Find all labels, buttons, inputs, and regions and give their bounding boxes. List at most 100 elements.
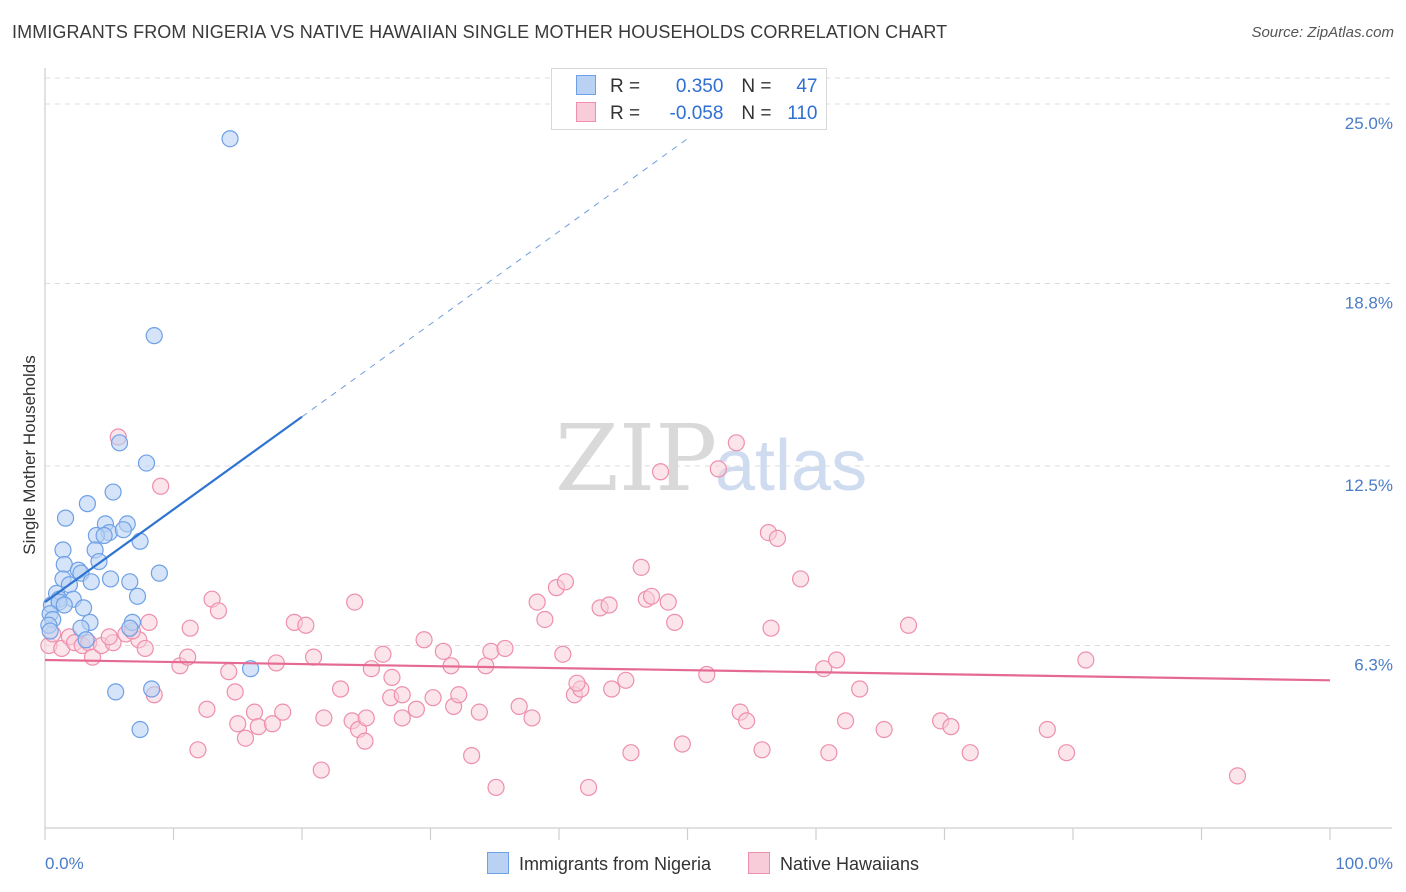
data-point-native-hawaiians [642, 587, 661, 605]
data-point-native-hawaiians [528, 593, 546, 611]
data-point-native-hawaiians [673, 735, 691, 753]
data-point-native-hawaiians [600, 596, 618, 614]
legend-swatch-blue [486, 852, 509, 874]
data-point-native-hawaiians [220, 663, 238, 681]
data-point-immigrants-from-nigeria [41, 622, 59, 640]
data-point-native-hawaiians [510, 697, 528, 715]
legend-row-hawaiians: R = -0.058 N = 110 [576, 102, 818, 128]
legend-item-hawaiians[interactable]: Native Hawaiians [748, 852, 919, 875]
data-point-immigrants-from-nigeria [54, 541, 72, 559]
data-point-native-hawaiians [374, 645, 392, 663]
axes [44, 68, 1392, 840]
data-point-immigrants-from-nigeria [74, 599, 93, 617]
legend-r-value: 0.350 [675, 76, 724, 97]
data-point-native-hawaiians [331, 680, 350, 698]
data-point-immigrants-from-nigeria [107, 683, 125, 701]
data-point-native-hawaiians [651, 463, 670, 481]
data-point-native-hawaiians [393, 709, 411, 727]
y-tick-label: 12.5% [1345, 476, 1393, 495]
data-point-native-hawaiians [304, 648, 323, 666]
data-point-native-hawaiians [434, 642, 452, 660]
data-point-native-hawaiians [482, 642, 500, 660]
data-point-native-hawaiians [198, 700, 216, 718]
data-point-native-hawaiians [698, 665, 716, 684]
trend-lines [44, 138, 1331, 682]
series-immigrants-from-nigeria [40, 130, 260, 739]
data-point-immigrants-from-nigeria [114, 521, 132, 539]
data-point-native-hawaiians [383, 668, 401, 687]
data-point-native-hawaiians [136, 639, 154, 658]
data-point-immigrants-from-nigeria [121, 619, 139, 637]
data-point-native-hawaiians [536, 610, 554, 629]
data-point-native-hawaiians [487, 778, 505, 797]
legend-r-label: R = [610, 103, 641, 124]
chart-title: IMMIGRANTS FROM NIGERIA VS NATIVE HAWAII… [12, 22, 948, 42]
data-point-native-hawaiians [554, 645, 572, 663]
data-point-native-hawaiians [622, 744, 640, 762]
data-point-immigrants-from-nigeria [145, 327, 163, 345]
data-point-immigrants-from-nigeria [128, 587, 147, 605]
data-point-native-hawaiians [762, 619, 780, 637]
gridlines [45, 77, 1392, 647]
data-point-native-hawaiians [568, 674, 586, 692]
data-point-native-hawaiians [263, 715, 282, 733]
data-point-native-hawaiians [393, 686, 411, 704]
data-point-immigrants-from-nigeria [143, 680, 161, 698]
data-point-native-hawaiians [961, 744, 979, 762]
legend-n-label: N = [741, 103, 772, 124]
data-point-native-hawaiians [181, 619, 199, 637]
legend-r-label: R = [610, 76, 641, 97]
x-tick-label-max: 100.0% [1335, 854, 1393, 873]
data-point-native-hawaiians [356, 732, 374, 750]
data-point-native-hawaiians [236, 729, 255, 747]
series-legend: Immigrants from Nigeria Native Hawaiians [0, 852, 1406, 875]
legend-item-nigeria[interactable]: Immigrants from Nigeria [486, 852, 711, 875]
data-point-immigrants-from-nigeria [55, 596, 73, 614]
data-point-native-hawaiians [659, 593, 677, 611]
data-point-native-hawaiians [470, 703, 488, 721]
trend-line-nigeria-extension [301, 138, 688, 418]
data-point-immigrants-from-nigeria [221, 130, 239, 148]
data-point-immigrants-from-nigeria [56, 509, 75, 527]
data-point-immigrants-from-nigeria [121, 573, 139, 591]
data-point-native-hawaiians [245, 703, 264, 721]
legend-n-value: 47 [796, 76, 818, 97]
data-point-native-hawaiians [152, 477, 170, 495]
data-point-native-hawaiians [1077, 651, 1095, 669]
trend-line-hawaiians [44, 658, 1331, 682]
data-point-native-hawaiians [424, 689, 442, 707]
data-point-native-hawaiians [666, 613, 684, 631]
legend-row-nigeria: R = 0.350 N = 47 [576, 75, 818, 101]
data-point-native-hawaiians [603, 680, 621, 698]
data-point-native-hawaiians [836, 712, 855, 730]
data-point-native-hawaiians [1228, 767, 1247, 785]
y-axis-label: Single Mother Households [20, 355, 39, 554]
data-point-native-hawaiians [346, 593, 364, 611]
data-point-native-hawaiians [463, 746, 481, 765]
x-tick-label-min: 0.0% [45, 854, 84, 873]
data-point-native-hawaiians [315, 709, 333, 727]
legend-swatch-pink [748, 852, 770, 874]
data-point-immigrants-from-nigeria [104, 483, 122, 501]
correlation-legend: R = 0.350 N = 47 R = -0.058 N = 110 [551, 68, 827, 130]
data-point-native-hawaiians [851, 680, 869, 698]
y-tick-label: 18.8% [1345, 294, 1393, 313]
data-point-native-hawaiians [768, 529, 787, 547]
legend-item-label: Native Hawaiians [780, 854, 920, 874]
data-point-native-hawaiians [942, 718, 960, 736]
data-point-native-hawaiians [617, 671, 635, 689]
data-point-native-hawaiians [450, 686, 468, 704]
legend-item-label: Immigrants from Nigeria [518, 854, 711, 874]
data-point-native-hawaiians [362, 660, 380, 678]
trend-line-nigeria [44, 415, 303, 603]
data-point-immigrants-from-nigeria [77, 631, 95, 649]
data-point-native-hawaiians [709, 460, 727, 478]
data-point-native-hawaiians [791, 570, 810, 588]
data-point-native-hawaiians [820, 744, 838, 762]
source-credit: Source: ZipAtlas.com [1251, 24, 1394, 41]
data-point-native-hawaiians [753, 741, 771, 759]
data-point-native-hawaiians [875, 720, 893, 739]
data-point-immigrants-from-nigeria [242, 660, 260, 678]
data-point-native-hawaiians [229, 715, 247, 733]
data-point-native-hawaiians [209, 602, 228, 620]
